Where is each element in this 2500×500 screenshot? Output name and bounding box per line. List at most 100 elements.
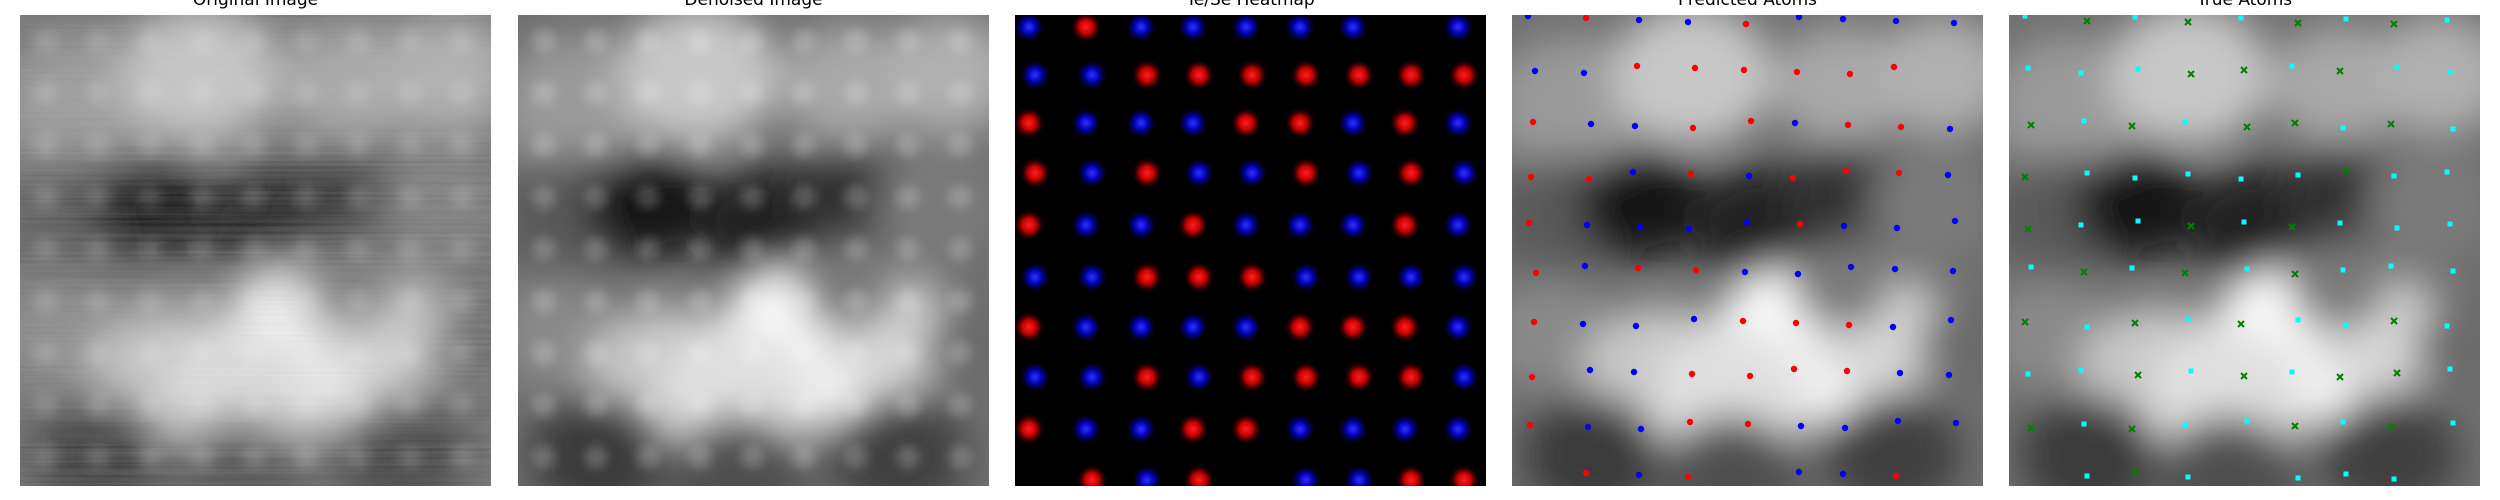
true-atom-square — [2244, 266, 2250, 272]
predicted-atom — [1586, 366, 1594, 374]
true-atom-x — [2021, 318, 2029, 326]
predicted-atom — [1839, 15, 1847, 23]
heatmap-spot — [1070, 311, 1102, 343]
true-atom-square — [2447, 69, 2453, 75]
true-atom-square — [2343, 16, 2349, 22]
true-atom-square — [2081, 421, 2087, 427]
predicted-atom — [1579, 320, 1587, 328]
heatmap-spot — [1177, 413, 1209, 445]
true-atom-x — [2240, 66, 2248, 74]
heatmap-spot — [1389, 209, 1421, 241]
predicted-atom — [1949, 267, 1957, 275]
true-atom-x — [2243, 123, 2251, 131]
heatmap-spot — [1343, 157, 1375, 189]
true-atom-x — [2128, 425, 2136, 433]
heatmap-spot — [1015, 209, 1045, 241]
true-atom-square — [2289, 369, 2295, 375]
predicted-atom — [1946, 125, 1954, 133]
heatmap-spot — [1395, 261, 1427, 293]
true-atom-square — [2295, 317, 2301, 323]
true-atom-square — [2340, 125, 2346, 131]
true-atom-x — [2288, 223, 2296, 231]
true-atom-x — [2027, 424, 2035, 432]
heatmap-spot — [1343, 464, 1375, 486]
predicted-atom — [1741, 268, 1749, 276]
heatmap-spot — [1337, 107, 1369, 139]
predicted-atom — [1792, 319, 1800, 327]
heatmap-spot — [1290, 464, 1322, 486]
true-atom-square — [2078, 367, 2084, 373]
predicted-atom — [1894, 417, 1902, 425]
predicted-atom — [1582, 15, 1590, 22]
heatmap-spot — [1230, 413, 1262, 445]
heatmap-spot — [1076, 361, 1108, 393]
true-atom-square — [2447, 221, 2453, 227]
true-atom-square — [2450, 268, 2456, 274]
panel-title-denoised: Denoised Image — [684, 0, 823, 10]
predicted-atom — [1944, 171, 1952, 179]
true-atom-square — [2135, 218, 2141, 224]
predicted-atom — [1893, 224, 1901, 232]
true-atom-x — [2131, 468, 2139, 476]
predicted-atom — [1847, 263, 1855, 271]
predicted-atom — [1950, 19, 1958, 27]
predicted-atom — [1587, 120, 1595, 128]
heatmap-spot — [1290, 261, 1322, 293]
heatmap-spot — [1290, 361, 1322, 393]
true-atom-square — [2391, 173, 2397, 179]
true-atom-square — [2081, 118, 2087, 124]
heatmap-spot — [1125, 15, 1157, 43]
predicted-atom — [1890, 63, 1898, 71]
panel-title-heatmap: Te/Se Heatmap — [1186, 0, 1315, 10]
heatmap-spot — [1076, 59, 1108, 91]
predicted-atom — [1532, 269, 1540, 277]
heatmap-panel — [1015, 15, 1486, 486]
predicted-atom — [1789, 174, 1797, 182]
true-atom-x — [2240, 372, 2248, 380]
predicted-atom — [1629, 168, 1637, 176]
heatmap-spot — [1337, 15, 1369, 43]
heatmap-spot — [1177, 15, 1209, 43]
predicted-atom — [1743, 218, 1751, 226]
true-atom-x — [2336, 67, 2344, 75]
true-atom-square — [2185, 474, 2191, 480]
true-atom-x — [2181, 269, 2189, 277]
predicted-atom — [1892, 17, 1900, 25]
predicted-atom — [1744, 420, 1752, 428]
heatmap-spot — [1236, 59, 1268, 91]
heatmap-spot — [1230, 107, 1262, 139]
predicted-atom — [1842, 167, 1850, 175]
heatmap-spot — [1448, 59, 1480, 91]
heatmap-spot — [1019, 361, 1051, 393]
heatmap-spot — [1076, 464, 1108, 486]
heatmap-spot — [1070, 413, 1102, 445]
predicted-atom — [1686, 418, 1694, 426]
true-atom-square — [2388, 263, 2394, 269]
true-atom-square — [2289, 63, 2295, 69]
predicted-atom — [1692, 266, 1700, 274]
heatmap-spot — [1236, 361, 1268, 393]
predicted-atom — [1631, 122, 1639, 130]
true-atom-square — [2444, 169, 2450, 175]
true-atom-square — [2132, 175, 2138, 181]
heatmap-spot — [1125, 209, 1157, 241]
predicted-atom — [1951, 217, 1959, 225]
heatmap-spot — [1343, 361, 1375, 393]
predicted-atom — [1630, 368, 1638, 376]
predicted-atom — [1844, 121, 1852, 129]
predicted-atom — [1892, 472, 1900, 480]
heatmap-spot — [1343, 261, 1375, 293]
predicted-atom — [1747, 117, 1755, 125]
predicted-atom — [1739, 317, 1747, 325]
true-atom-square — [2394, 225, 2400, 231]
true-atom-x — [2187, 222, 2195, 230]
heatmap-spot — [1337, 311, 1369, 343]
predicted-atom — [1746, 372, 1754, 380]
predicted-atom — [1685, 225, 1693, 233]
heatmap-spot — [1177, 311, 1209, 343]
heatmap-spot — [1131, 464, 1163, 486]
true-atom-square — [2188, 368, 2194, 374]
true-atom-square — [2444, 323, 2450, 329]
predicted-atom — [1531, 67, 1539, 75]
heatmap-spot — [1015, 311, 1045, 343]
